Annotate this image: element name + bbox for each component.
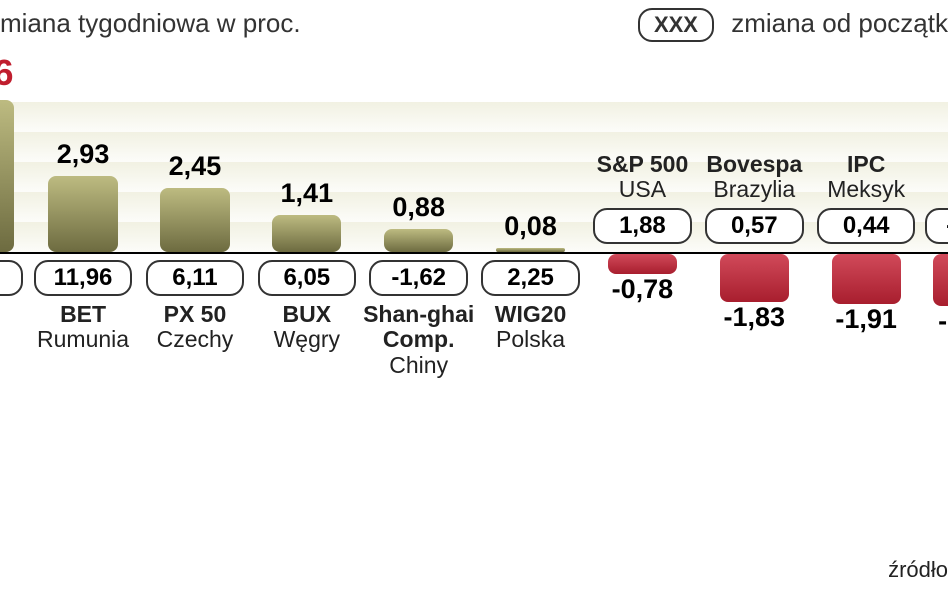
- market-country: Węgry: [251, 327, 363, 352]
- bar: [933, 254, 948, 306]
- market-column: 2,93 11,96 BETRumunia: [27, 62, 139, 382]
- market-label: Shan-ghai Comp.Chiny: [363, 302, 475, 378]
- market-column: 0,88 -1,62 Shan-ghai Comp.Chiny: [363, 62, 475, 382]
- source-label: źródło: [888, 557, 948, 583]
- ytd-box: -: [925, 208, 948, 244]
- bar: [608, 254, 677, 274]
- ytd-box: 0,57: [705, 208, 803, 244]
- bar: [48, 176, 117, 252]
- bar: [384, 229, 453, 252]
- market-name: S&P 500: [587, 152, 699, 177]
- market-label: BovespaBrazylia: [698, 152, 810, 203]
- market-column: 0,08 2,25 WIG20Polska: [475, 62, 587, 382]
- market-name: WIG20: [475, 302, 587, 327]
- market-column: -0,78 1,88 S&P 500USA: [587, 62, 699, 382]
- columns: 866a2,9311,96BETRumunia2,456,11PX 50Czec…: [0, 62, 948, 382]
- market-country: Polska: [475, 327, 587, 352]
- market-label: WIG20Polska: [475, 302, 587, 353]
- market-country: a: [0, 302, 27, 327]
- header-left: miana tygodniowa w proc.: [0, 8, 301, 42]
- market-label: a: [0, 302, 27, 327]
- market-name: Shan-ghai Comp.: [363, 302, 475, 353]
- header-right-text: zmiana od początk: [731, 8, 948, 38]
- market-name: PX 50: [139, 302, 251, 327]
- market-name: IPC: [810, 152, 922, 177]
- ytd-box: -1,62: [369, 260, 467, 296]
- market-label: BUXWęgry: [251, 302, 363, 353]
- legend-box: XXX: [638, 8, 714, 42]
- bar: [496, 248, 565, 252]
- market-name: BUX: [251, 302, 363, 327]
- market-column: -1,83 0,57 BovespaBrazylia: [698, 62, 810, 382]
- market-country: Brazylia: [698, 177, 810, 202]
- ytd-box: 6,05: [258, 260, 356, 296]
- market-name: Bovespa: [698, 152, 810, 177]
- market-country: Rumunia: [27, 327, 139, 352]
- weekly-value: -0,78: [587, 274, 699, 305]
- ytd-box: 0,44: [817, 208, 915, 244]
- weekly-value: 2,45: [139, 151, 251, 186]
- header-right: XXX zmiana od początk: [638, 8, 948, 42]
- weekly-value: -2: [922, 306, 948, 337]
- bar: [832, 254, 901, 304]
- weekly-value: -1,83: [698, 302, 810, 333]
- weekly-value: 2,93: [27, 139, 139, 174]
- bar: [160, 188, 229, 252]
- market-country: Chiny: [363, 353, 475, 378]
- market-country: USA: [587, 177, 699, 202]
- chart-area: 866a2,9311,96BETRumunia2,456,11PX 50Czec…: [0, 62, 948, 382]
- market-country: Meksyk: [810, 177, 922, 202]
- ytd-box: 6,11: [146, 260, 244, 296]
- weekly-value: 0,88: [363, 192, 475, 227]
- ytd-box: 1,88: [593, 208, 691, 244]
- market-label: IPCMeksyk: [810, 152, 922, 203]
- market-column: 1,41 6,05 BUXWęgry: [251, 62, 363, 382]
- market-label: PX 50Czechy: [139, 302, 251, 353]
- market-column: 866a: [0, 62, 27, 382]
- market-label: S&P 500USA: [587, 152, 699, 203]
- weekly-value: 0,08: [475, 211, 587, 246]
- market-column: -2 -: [922, 62, 948, 382]
- bar: [720, 254, 789, 302]
- market-country: Czechy: [139, 327, 251, 352]
- bar: [0, 100, 14, 252]
- header: miana tygodniowa w proc. XXX zmiana od p…: [0, 0, 948, 62]
- ytd-box: 11,96: [34, 260, 132, 296]
- weekly-value: -1,91: [810, 304, 922, 335]
- market-name: BET: [27, 302, 139, 327]
- ytd-box: 2,25: [481, 260, 579, 296]
- weekly-value: 1,41: [251, 178, 363, 213]
- market-label: BETRumunia: [27, 302, 139, 353]
- market-column: -1,91 0,44 IPCMeksyk: [810, 62, 922, 382]
- ytd-box: 6: [0, 260, 23, 296]
- bar: [272, 215, 341, 252]
- market-column: 2,45 6,11 PX 50Czechy: [139, 62, 251, 382]
- weekly-value: 86: [0, 52, 27, 98]
